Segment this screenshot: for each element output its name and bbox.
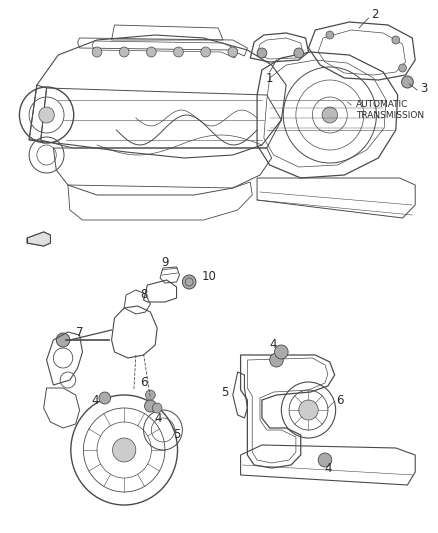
Polygon shape bbox=[27, 232, 50, 246]
Circle shape bbox=[294, 48, 304, 58]
Circle shape bbox=[402, 76, 413, 88]
Circle shape bbox=[182, 275, 196, 289]
Text: 6: 6 bbox=[336, 393, 343, 407]
Text: 9: 9 bbox=[161, 255, 169, 269]
Text: 7: 7 bbox=[76, 326, 83, 338]
Circle shape bbox=[145, 400, 156, 412]
Text: 6: 6 bbox=[140, 376, 147, 389]
Circle shape bbox=[228, 47, 238, 57]
Circle shape bbox=[113, 438, 136, 462]
Circle shape bbox=[270, 353, 283, 367]
Circle shape bbox=[173, 47, 184, 57]
Circle shape bbox=[56, 333, 70, 347]
Circle shape bbox=[257, 48, 267, 58]
Text: 2: 2 bbox=[371, 7, 378, 20]
Circle shape bbox=[39, 107, 54, 123]
Circle shape bbox=[92, 47, 102, 57]
Circle shape bbox=[146, 47, 156, 57]
Text: 4: 4 bbox=[91, 393, 99, 407]
Circle shape bbox=[326, 31, 334, 39]
Circle shape bbox=[152, 403, 162, 413]
Circle shape bbox=[322, 107, 338, 123]
Text: 5: 5 bbox=[221, 386, 229, 400]
Circle shape bbox=[392, 36, 400, 44]
Text: 4: 4 bbox=[324, 462, 332, 474]
Text: AUTOMATIC
TRANSMISSION: AUTOMATIC TRANSMISSION bbox=[356, 100, 424, 120]
Circle shape bbox=[119, 47, 129, 57]
Text: 1: 1 bbox=[266, 71, 273, 85]
Circle shape bbox=[318, 453, 332, 467]
Text: 4: 4 bbox=[270, 338, 277, 351]
Circle shape bbox=[399, 64, 406, 72]
Circle shape bbox=[299, 400, 318, 420]
Text: 4: 4 bbox=[154, 411, 162, 424]
Circle shape bbox=[145, 390, 155, 400]
Text: 8: 8 bbox=[140, 288, 147, 302]
Text: 3: 3 bbox=[420, 82, 427, 94]
Text: 10: 10 bbox=[202, 270, 217, 282]
Circle shape bbox=[99, 392, 110, 404]
Circle shape bbox=[201, 47, 211, 57]
Text: 5: 5 bbox=[173, 429, 180, 441]
Circle shape bbox=[275, 345, 288, 359]
